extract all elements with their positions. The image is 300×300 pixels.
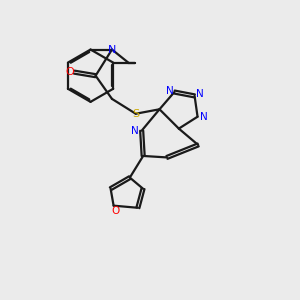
Text: O: O [111,206,119,216]
Text: N: N [200,112,208,122]
Text: N: N [196,89,204,99]
Text: N: N [108,44,116,55]
Text: O: O [65,67,74,77]
Text: N: N [166,85,174,96]
Text: N: N [131,126,139,136]
Text: S: S [132,109,139,119]
